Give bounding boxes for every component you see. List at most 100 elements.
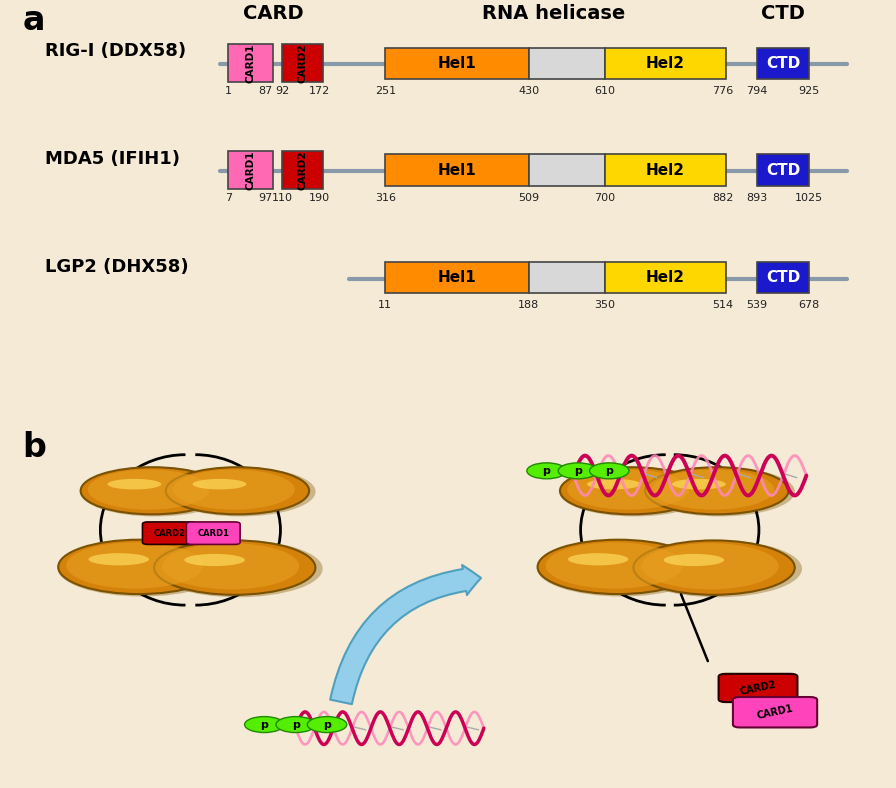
Text: 678: 678 [798,300,820,310]
Text: 92: 92 [275,86,289,96]
Ellipse shape [672,479,726,489]
FancyBboxPatch shape [719,674,797,702]
FancyBboxPatch shape [385,262,529,293]
Text: 514: 514 [712,300,734,310]
Text: CTD: CTD [762,5,805,24]
FancyBboxPatch shape [282,151,323,189]
Ellipse shape [652,470,774,510]
FancyBboxPatch shape [757,154,809,186]
Ellipse shape [162,543,299,589]
Text: b: b [22,431,47,464]
Ellipse shape [633,541,795,595]
Ellipse shape [193,479,246,489]
Ellipse shape [185,554,245,566]
FancyBboxPatch shape [605,154,726,186]
FancyBboxPatch shape [733,697,817,727]
Text: 172: 172 [308,86,330,96]
Text: 251: 251 [375,86,396,96]
Text: 316: 316 [375,193,396,203]
Text: Hel1: Hel1 [437,270,477,285]
Ellipse shape [80,467,230,516]
FancyBboxPatch shape [228,44,273,82]
FancyBboxPatch shape [385,47,529,80]
FancyBboxPatch shape [282,44,323,82]
Ellipse shape [108,479,161,489]
Circle shape [276,716,315,733]
Text: Hel2: Hel2 [646,270,685,285]
FancyBboxPatch shape [605,262,726,293]
Circle shape [558,463,598,479]
Text: a: a [22,5,45,37]
Circle shape [527,463,566,479]
Ellipse shape [154,541,315,595]
Text: p: p [292,719,299,730]
Text: LGP2 (DHX58): LGP2 (DHX58) [45,258,188,276]
Text: 430: 430 [518,86,539,96]
Text: RIG-I (DDX58): RIG-I (DDX58) [45,42,186,60]
Text: 1025: 1025 [795,193,823,203]
Circle shape [307,716,347,733]
Text: Hel2: Hel2 [646,163,685,178]
Ellipse shape [88,470,210,510]
Text: 1: 1 [225,86,232,96]
FancyBboxPatch shape [757,47,809,80]
Ellipse shape [567,470,689,510]
Text: CARD: CARD [243,5,304,24]
FancyBboxPatch shape [529,47,605,80]
FancyBboxPatch shape [142,522,196,545]
Text: 794: 794 [746,86,768,96]
Text: 350: 350 [594,300,616,310]
Text: CARD1: CARD1 [246,43,256,83]
Text: CARD1: CARD1 [756,704,794,721]
Text: Hel1: Hel1 [437,163,477,178]
Ellipse shape [560,467,703,515]
Ellipse shape [642,543,779,589]
Text: CARD2: CARD2 [297,43,307,83]
Circle shape [245,716,284,733]
FancyBboxPatch shape [529,262,605,293]
Ellipse shape [538,540,699,594]
Text: 539: 539 [746,300,768,310]
Ellipse shape [645,467,788,515]
Text: 700: 700 [594,193,616,203]
Ellipse shape [81,467,224,515]
FancyBboxPatch shape [385,154,529,186]
FancyBboxPatch shape [605,47,726,80]
Text: CTD: CTD [766,270,800,285]
Text: 190: 190 [308,193,330,203]
Circle shape [590,463,629,479]
Text: CARD1: CARD1 [246,151,256,190]
Text: Hel2: Hel2 [646,56,685,71]
Ellipse shape [587,479,641,489]
FancyBboxPatch shape [757,262,809,293]
Text: CARD2: CARD2 [297,151,307,190]
Text: CARD2: CARD2 [153,529,185,537]
Text: 188: 188 [518,300,539,310]
Ellipse shape [58,540,220,594]
Text: 11: 11 [378,300,392,310]
Ellipse shape [66,542,203,589]
Text: CARD1: CARD1 [197,529,229,537]
FancyArrowPatch shape [330,565,481,704]
Ellipse shape [664,554,724,566]
Text: 893: 893 [746,193,768,203]
Text: CTD: CTD [766,163,800,178]
Text: 110: 110 [271,193,293,203]
Ellipse shape [166,467,309,515]
Text: 610: 610 [594,86,616,96]
FancyBboxPatch shape [186,522,240,545]
Ellipse shape [644,467,795,516]
Ellipse shape [537,540,706,597]
Text: MDA5 (IFIH1): MDA5 (IFIH1) [45,150,180,168]
Text: p: p [606,466,613,476]
Text: 97: 97 [258,193,272,203]
Ellipse shape [568,553,628,566]
Text: 7: 7 [225,193,232,203]
Ellipse shape [57,540,227,597]
Text: Hel1: Hel1 [437,56,477,71]
Text: p: p [543,466,550,476]
Ellipse shape [546,542,683,589]
Text: 925: 925 [798,86,820,96]
FancyBboxPatch shape [529,154,605,186]
Ellipse shape [89,553,149,566]
